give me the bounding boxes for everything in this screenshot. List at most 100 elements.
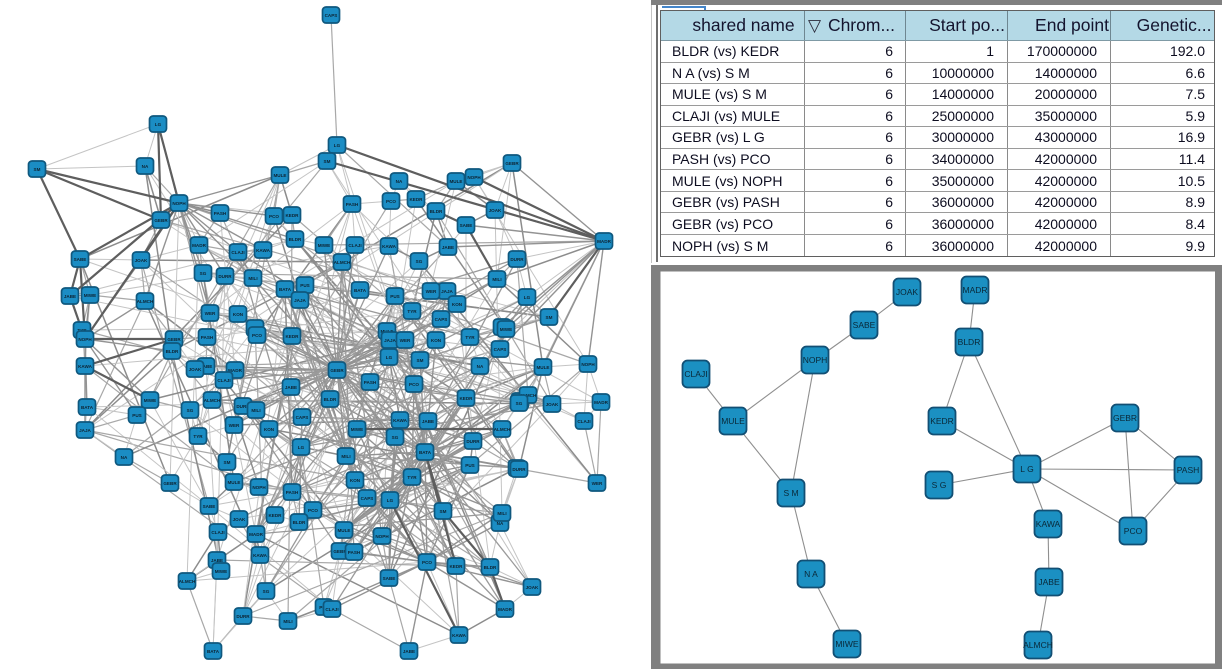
- svg-text:KAWA: KAWA: [452, 633, 466, 638]
- svg-text:CLAJI: CLAJI: [348, 243, 361, 248]
- svg-text:CLAJI: CLAJI: [577, 419, 590, 424]
- svg-text:BLDR: BLDR: [324, 397, 337, 402]
- svg-text:PASH: PASH: [348, 550, 361, 555]
- svg-text:MADR: MADR: [594, 400, 608, 405]
- svg-text:BLDR: BLDR: [166, 349, 179, 354]
- svg-text:JAJA: JAJA: [294, 298, 306, 303]
- svg-text:PCO: PCO: [269, 214, 279, 219]
- svg-text:KAWA: KAWA: [78, 364, 92, 369]
- svg-text:WER: WER: [426, 289, 437, 294]
- svg-text:SABE: SABE: [383, 576, 396, 581]
- svg-text:PCO: PCO: [308, 508, 318, 513]
- svg-text:SM: SM: [546, 315, 553, 320]
- svg-text:JAJA: JAJA: [384, 338, 396, 343]
- svg-text:KEDR: KEDR: [409, 197, 423, 202]
- svg-text:S G: S G: [932, 480, 947, 490]
- svg-text:MADR: MADR: [597, 239, 611, 244]
- svg-text:WER: WER: [400, 338, 411, 343]
- svg-text:CAPS: CAPS: [494, 347, 507, 352]
- svg-text:WER: WER: [205, 311, 216, 316]
- svg-text:TYR: TYR: [193, 434, 203, 439]
- svg-text:PASH: PASH: [346, 202, 359, 207]
- svg-text:KON: KON: [233, 312, 244, 317]
- svg-text:MILI: MILI: [341, 454, 350, 459]
- svg-text:GEBR: GEBR: [333, 549, 347, 554]
- svg-text:BATA: BATA: [354, 288, 367, 293]
- svg-text:SG: SG: [392, 435, 399, 440]
- svg-text:JOAK: JOAK: [546, 402, 559, 407]
- svg-text:ALMCH: ALMCH: [137, 299, 154, 304]
- svg-text:CAPS: CAPS: [435, 317, 448, 322]
- svg-text:MIWE: MIWE: [318, 243, 331, 248]
- svg-text:CAPS: CAPS: [361, 496, 374, 501]
- svg-text:KEDR: KEDR: [930, 416, 954, 426]
- svg-text:PASH: PASH: [214, 211, 227, 216]
- svg-text:LG: LG: [155, 122, 162, 127]
- svg-text:MIWE: MIWE: [500, 327, 513, 332]
- svg-text:MULE: MULE: [536, 365, 549, 370]
- svg-text:SABE: SABE: [853, 320, 876, 330]
- svg-text:KON: KON: [452, 302, 463, 307]
- svg-text:JABE: JABE: [442, 245, 454, 250]
- svg-text:MULE: MULE: [337, 528, 350, 533]
- svg-text:ALMCH: ALMCH: [179, 579, 196, 584]
- svg-text:SG: SG: [416, 259, 423, 264]
- svg-text:DURR: DURR: [236, 404, 250, 409]
- svg-text:JOAK: JOAK: [896, 287, 919, 297]
- svg-text:NA: NA: [497, 521, 504, 526]
- svg-text:NOPH: NOPH: [467, 175, 481, 180]
- svg-text:TYR: TYR: [407, 309, 417, 314]
- svg-text:SABE: SABE: [200, 364, 213, 369]
- svg-text:JOAK: JOAK: [526, 585, 539, 590]
- svg-text:LG: LG: [298, 445, 305, 450]
- svg-text:WER: WER: [229, 423, 240, 428]
- svg-text:BLDR: BLDR: [289, 237, 302, 242]
- svg-text:GEBR: GEBR: [1113, 413, 1137, 423]
- svg-text:KAWA: KAWA: [382, 244, 396, 249]
- svg-text:PCO: PCO: [409, 382, 419, 387]
- svg-text:JOAK: JOAK: [489, 208, 502, 213]
- svg-text:ALMCH: ALMCH: [334, 260, 351, 265]
- svg-text:SM: SM: [224, 460, 231, 465]
- svg-text:LG: LG: [387, 498, 394, 503]
- svg-text:MULE: MULE: [449, 179, 462, 184]
- svg-text:JAJA: JAJA: [79, 428, 91, 433]
- svg-text:GEBR: GEBR: [154, 218, 168, 223]
- svg-text:BATA: BATA: [419, 450, 432, 455]
- svg-text:NA: NA: [396, 179, 403, 184]
- svg-text:TYR: TYR: [465, 335, 475, 340]
- svg-text:PUS: PUS: [132, 413, 141, 418]
- svg-text:CLAJI: CLAJI: [684, 369, 707, 379]
- svg-text:DURR: DURR: [510, 257, 524, 262]
- svg-text:MADR: MADR: [962, 285, 987, 295]
- svg-text:SG: SG: [200, 271, 207, 276]
- svg-text:PASH: PASH: [1177, 465, 1200, 475]
- svg-text:PASH: PASH: [201, 335, 214, 340]
- svg-text:CAPS: CAPS: [296, 415, 309, 420]
- svg-text:MIWE: MIWE: [835, 639, 858, 649]
- svg-text:LG: LG: [524, 295, 531, 300]
- svg-text:NOPH: NOPH: [581, 362, 595, 367]
- svg-text:MULE: MULE: [721, 416, 745, 426]
- svg-text:GEBR: GEBR: [330, 368, 344, 373]
- svg-text:N A: N A: [804, 569, 818, 579]
- svg-text:PCO: PCO: [252, 333, 262, 338]
- svg-text:KAWA: KAWA: [393, 418, 407, 423]
- svg-text:ALMCH: ALMCH: [1023, 640, 1053, 650]
- svg-text:L G: L G: [1020, 464, 1033, 474]
- svg-text:JABE: JABE: [403, 649, 415, 654]
- svg-text:BATA: BATA: [207, 649, 220, 654]
- svg-text:JABE: JABE: [211, 558, 223, 563]
- svg-text:JAJA: JAJA: [441, 289, 453, 294]
- svg-text:MILI: MILI: [497, 511, 506, 516]
- svg-text:JABE: JABE: [1038, 577, 1060, 587]
- svg-text:JOAK: JOAK: [189, 367, 202, 372]
- svg-text:SM: SM: [440, 509, 447, 514]
- svg-text:MILI: MILI: [251, 408, 260, 413]
- svg-text:MILI: MILI: [492, 277, 501, 282]
- svg-text:JOAK: JOAK: [233, 517, 246, 522]
- svg-text:BLDR: BLDR: [958, 337, 981, 347]
- svg-text:PUS: PUS: [465, 463, 474, 468]
- svg-text:KEDR: KEDR: [285, 213, 299, 218]
- svg-text:KAWA: KAWA: [256, 248, 270, 253]
